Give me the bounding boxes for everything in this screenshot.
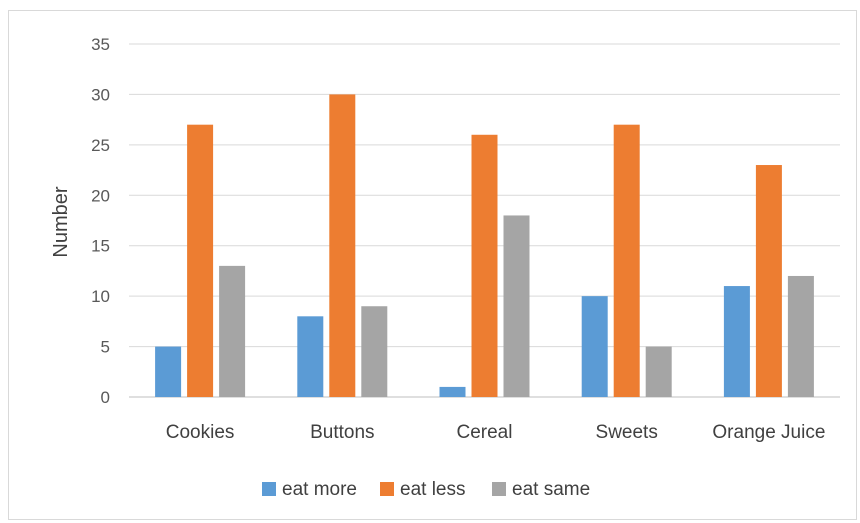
bar-eat-more-cookies <box>155 346 182 397</box>
bar-eat-more-cereal <box>439 386 466 397</box>
y-tick-label: 15 <box>91 237 110 256</box>
bar-eat-more-sweets <box>581 296 608 397</box>
legend: eat more eat less eat same <box>262 479 590 500</box>
legend-swatch <box>262 482 276 496</box>
legend-swatch <box>380 482 394 496</box>
y-tick-label: 5 <box>101 338 110 357</box>
x-category-label: Cereal <box>457 422 513 443</box>
y-tick-label: 35 <box>91 35 110 54</box>
bar-eat-more-orange-juice <box>723 286 750 397</box>
bar-eat-less-buttons <box>329 94 356 397</box>
y-tick-label: 20 <box>91 186 110 205</box>
legend-label: eat less <box>400 479 465 500</box>
legend-swatch <box>492 482 506 496</box>
x-category-label: Orange Juice <box>712 422 825 443</box>
y-tick-label: 0 <box>101 388 110 407</box>
bar-eat-same-buttons <box>361 306 388 397</box>
y-tick-label: 30 <box>91 85 110 104</box>
x-category-label: Sweets <box>596 422 658 443</box>
x-category-labels: Cookies Buttons Cereal Sweets Orange Juice <box>166 422 826 443</box>
y-tick-labels: 0 5 10 15 20 25 30 35 <box>91 35 110 407</box>
y-tick-label: 10 <box>91 287 110 306</box>
x-category-label: Buttons <box>310 422 374 443</box>
legend-label: eat same <box>512 479 590 500</box>
bar-eat-same-sweets <box>645 346 672 397</box>
y-tick-label: 25 <box>91 136 110 155</box>
bar-eat-less-sweets <box>613 124 640 397</box>
bar-eat-more-buttons <box>297 316 324 397</box>
bar-eat-same-orange-juice <box>787 275 814 397</box>
bar-eat-less-orange-juice <box>755 165 782 397</box>
y-axis-label: Number <box>50 186 72 257</box>
x-category-label: Cookies <box>166 422 235 443</box>
bars <box>155 94 814 397</box>
bar-eat-less-cookies <box>187 124 214 397</box>
chart-frame <box>8 10 857 520</box>
bar-eat-less-cereal <box>471 134 498 397</box>
bar-eat-same-cookies <box>219 265 246 397</box>
legend-label: eat more <box>282 479 357 500</box>
bar-eat-same-cereal <box>503 215 530 397</box>
